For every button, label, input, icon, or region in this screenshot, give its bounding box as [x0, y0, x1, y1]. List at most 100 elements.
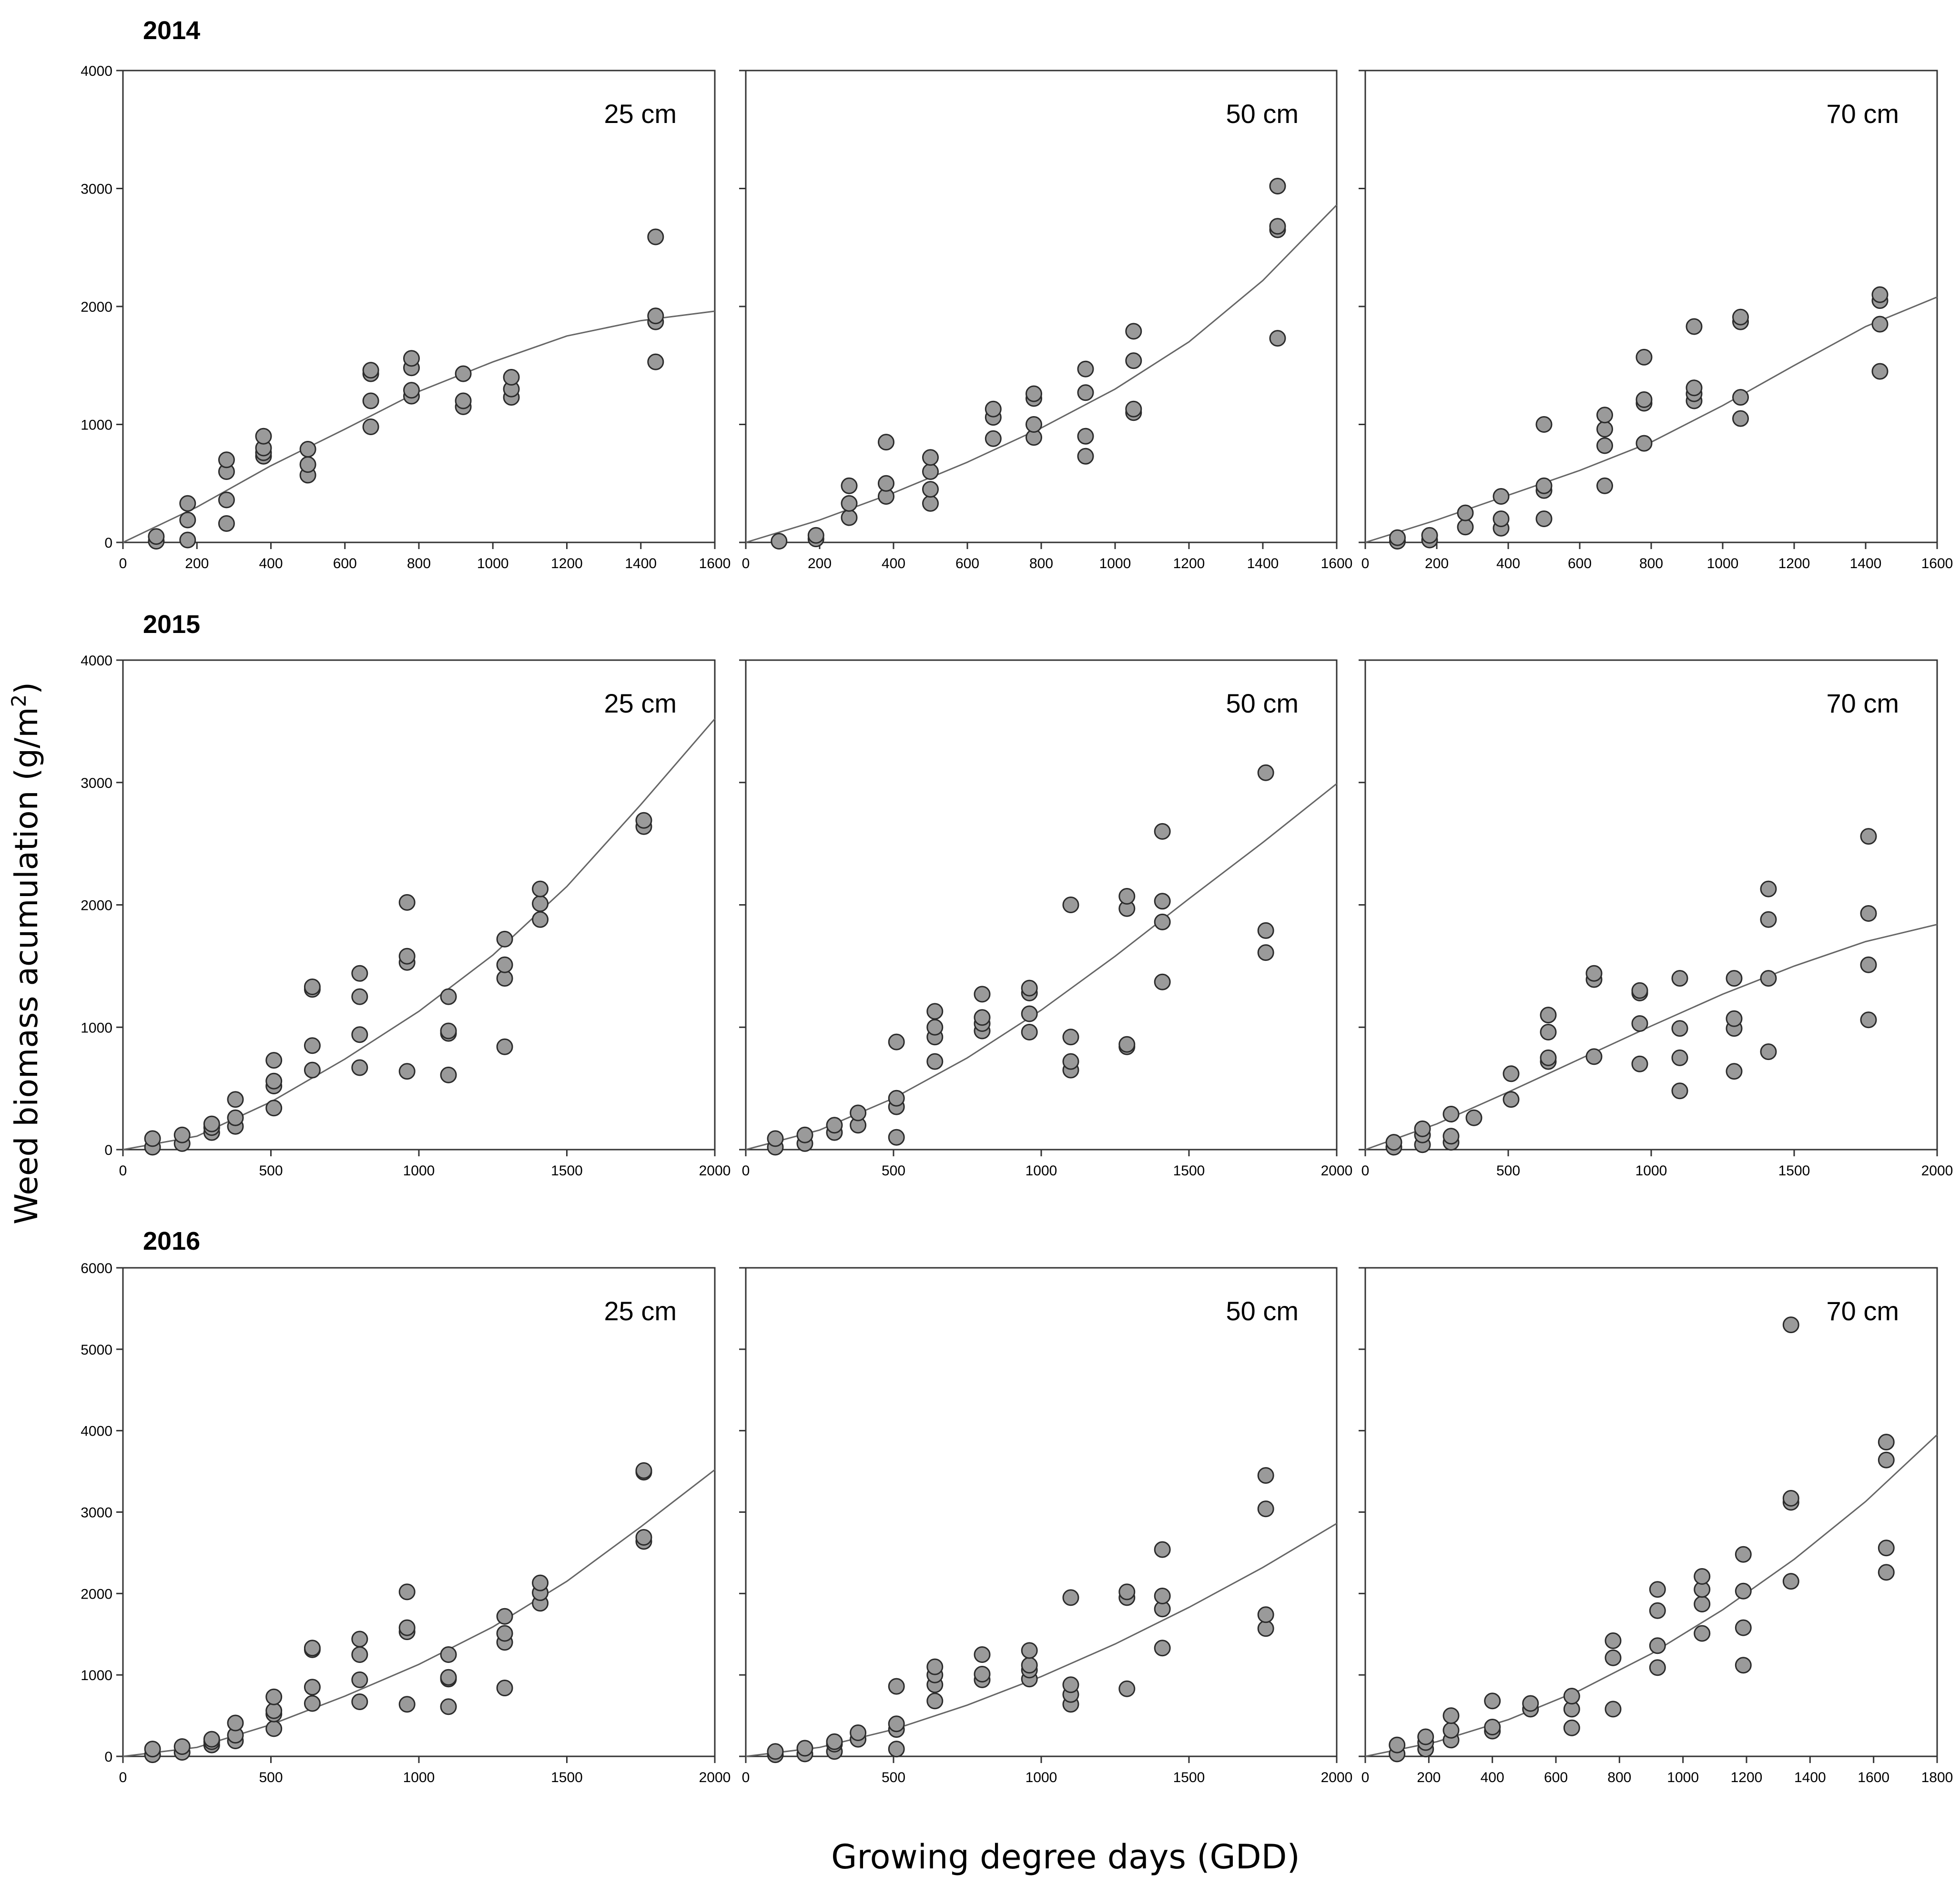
panel-2015-25cm-title: 25 cm [604, 688, 677, 718]
panel-2015-50cm-data-point [1118, 888, 1136, 905]
panel-2015-70cm-data-point [1860, 956, 1877, 973]
panel-2014-25cm-xtick-label: 1600 [699, 556, 731, 571]
panel-2015-25cm-data-point [351, 965, 368, 982]
panel-2014-70cm-data-point [1635, 348, 1653, 366]
panel-2016-25cm-data-point [227, 1714, 244, 1732]
panel-2016-25cm-data-point [496, 1680, 513, 1696]
panel-2016-25cm-ytick-label: 2000 [81, 1586, 112, 1602]
panel-2016-70cm-data-point [1649, 1602, 1666, 1619]
panel-2014-50cm-data-point [878, 475, 894, 492]
panel-2015-70cm-data-point [1414, 1120, 1431, 1137]
panel-2015-50cm-data-point [974, 986, 991, 1003]
panel-2014-25cm-ytick-label: 1000 [81, 418, 112, 433]
panel-2014-50cm-data-point [1125, 400, 1142, 418]
panel-2016-25cm-xtick-label: 2000 [699, 1770, 731, 1785]
panel-2016-25cm-data-point [351, 1631, 368, 1648]
panel-2015-50cm-data-point [926, 1003, 944, 1020]
panel-2014-70cm-data-point [1871, 363, 1889, 380]
panel-2014-25cm-ytick-label: 2000 [81, 299, 112, 315]
panel-2014-50cm-data-point [1125, 352, 1142, 369]
panel-2016-70cm-xtick-label: 200 [1417, 1770, 1441, 1785]
panel-2014-50cm-xtick-label: 0 [742, 556, 750, 571]
panel-2014-50cm-xtick-label: 600 [955, 556, 979, 571]
panel-2015-25cm-data-point [496, 1038, 513, 1055]
panel-2014-25cm-data-point [299, 441, 316, 458]
panel-2016-25cm: 0 1000 2000 3000 4000 5000 6000 0 500 1000 1500 200… [81, 1261, 731, 1785]
panel-2014-25cm-data-point [503, 369, 520, 386]
panel-2015-50cm-data-point [1118, 1036, 1136, 1053]
panel-2015-50cm-data-point [1154, 893, 1171, 910]
panel-2014-25cm-data-point [218, 451, 235, 469]
panel-2015-25cm-data-point [351, 1059, 368, 1076]
panel-2014-25cm-xtick-label: 200 [185, 556, 209, 571]
panel-2015-70cm-data-point [1540, 1049, 1557, 1066]
panel-2014-70cm-xtick-label: 400 [1496, 556, 1520, 571]
panel-2016-25cm-data-point [398, 1696, 416, 1713]
panel-2015-50cm-xtick-label: 1500 [1173, 1163, 1205, 1179]
panel-2014-50cm-data-point [1026, 385, 1042, 402]
panel-2016-70cm-xtick-label: 800 [1607, 1770, 1631, 1785]
panel-2014-50cm-xtick-label: 200 [808, 556, 832, 571]
panel-2014-25cm-data-point [455, 392, 472, 409]
panel-2015-50cm: 0 500 1000 1500 2000 50 cm [739, 659, 1352, 1179]
panel-2015-70cm-xtick-label: 1000 [1635, 1163, 1667, 1179]
panel-2015-50cm-data-point [796, 1126, 813, 1143]
panel-2015-25cm-xtick-label: 1500 [551, 1163, 583, 1179]
panel-2015-70cm-xtick-label: 0 [1361, 1163, 1370, 1179]
panel-2014-70cm-xtick-label: 1400 [1850, 556, 1882, 571]
panel-2015-70cm-xtick-label: 2000 [1921, 1163, 1953, 1179]
panel-2014-50cm-data-point [841, 477, 858, 494]
panel-2014-50cm-data-point [922, 449, 939, 466]
panel-2015-70cm-data-point [1860, 1011, 1877, 1029]
panel-2016-50cm-data-point [796, 1740, 813, 1757]
panel-2014-70cm-data-point [1635, 435, 1653, 452]
panel-2016-70cm-data-point [1878, 1564, 1895, 1581]
panel-2014-70cm-data-point [1535, 477, 1553, 494]
panel-2016-50cm-xtick-label: 1500 [1173, 1770, 1205, 1785]
panel-2015-25cm-data-point [440, 1022, 457, 1040]
panel-2014-70cm-xtick-label: 1600 [1921, 556, 1953, 571]
panel-2016-25cm-data-point [351, 1693, 368, 1710]
panel-2016-50cm-data-point [974, 1666, 991, 1682]
panel-2014-70cm-data-point [1421, 527, 1438, 544]
panel-2016-50cm-data-point [1154, 1541, 1171, 1558]
panel-2015-25cm-data-point [398, 894, 416, 911]
panel-2016-25cm-ytick-label: 5000 [81, 1342, 112, 1358]
panel-2015-50cm-data-point [888, 1033, 905, 1050]
panel-2016-70cm-data-point [1735, 1546, 1752, 1563]
panel-2016-70cm-data-point [1442, 1722, 1460, 1739]
panel-2016-70cm-data-point [1878, 1539, 1895, 1557]
panel-2016-70cm-data-point [1605, 1701, 1622, 1718]
panel-2015-25cm-data-point [227, 1091, 244, 1108]
panel-2016-25cm-xtick-label: 1000 [403, 1770, 435, 1785]
panel-2014-70cm-data-point [1535, 416, 1553, 433]
panel-2014-25cm-ytick-label: 3000 [81, 182, 112, 197]
x-axis-label: Growing degree days (GDD) [831, 1837, 1300, 1876]
panel-2014-70cm-data-point [1493, 510, 1510, 527]
panel-2016-70cm-data-point [1522, 1695, 1539, 1712]
panel-2016-50cm-data-point [1257, 1620, 1274, 1637]
panel-2015-50cm-xtick-label: 500 [882, 1163, 905, 1179]
panel-2014-50cm-data-point [922, 495, 939, 512]
panel-2016-25cm-data-point [440, 1669, 457, 1686]
panel-2014-25cm-xtick-label: 1200 [551, 556, 583, 571]
panel-2015-25cm-data-point [532, 911, 549, 928]
panel-2014-25cm-data-point [403, 350, 420, 367]
panel-2016-25cm-data-point [496, 1625, 513, 1642]
y-axis-label-close: ) [8, 682, 45, 694]
panel-2014-50cm-data-point [1077, 448, 1094, 465]
panel-2015-70cm-data-point [1726, 1063, 1743, 1080]
panel-2014-50cm-data-point [841, 509, 858, 526]
panel-2015-25cm-data-point [265, 1072, 283, 1090]
panel-2016-50cm-data-point [926, 1692, 944, 1710]
panel-2016-25cm-data-point [532, 1574, 549, 1591]
panel-2014-25cm-data-point [647, 353, 664, 370]
panel-2015-70cm-data-point [1671, 970, 1688, 987]
panel-2016-70cm-data-point [1605, 1632, 1622, 1649]
panel-2014-25cm-data-point [255, 428, 272, 445]
panel-2016-25cm-data-point [304, 1679, 321, 1696]
panel-2014-70cm-data-point [1686, 318, 1703, 335]
panel-2016-70cm-xtick-label: 400 [1481, 1770, 1504, 1785]
panel-2014-50cm-xtick-label: 800 [1029, 556, 1053, 571]
panel-2016-25cm-data-point [351, 1646, 368, 1663]
